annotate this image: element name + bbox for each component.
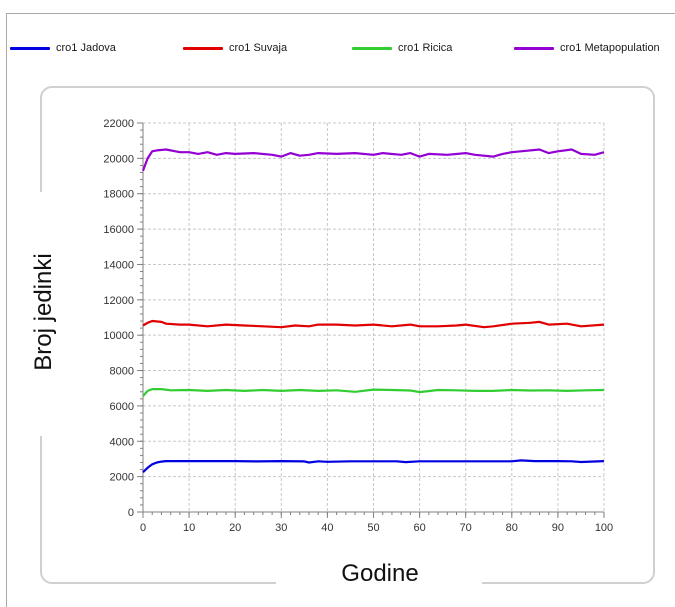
legend-swatch-jadova xyxy=(10,46,50,50)
y-tick-label: 16000 xyxy=(103,224,134,236)
x-tick-label: 80 xyxy=(506,522,518,534)
panel-left-border xyxy=(6,13,7,607)
chart-border-gap-left xyxy=(36,192,46,436)
legend-item-suvaja: cro1 Suvaja xyxy=(183,40,287,56)
x-tick-label: 70 xyxy=(460,522,472,534)
y-tick-label: 6000 xyxy=(110,401,134,413)
legend-item-metapopulation: cro1 Metapopulation xyxy=(514,40,660,56)
chart-legend: cro1 Jadova cro1 Suvaja cro1 Ricica cro1… xyxy=(0,40,675,60)
y-axis-title-text: Broj jedinki xyxy=(30,253,57,371)
y-tick-label: 2000 xyxy=(110,472,134,484)
y-tick-label: 14000 xyxy=(103,259,134,271)
y-tick-label: 22000 xyxy=(103,118,134,130)
y-tick-label: 18000 xyxy=(103,189,134,201)
x-tick-label: 90 xyxy=(552,522,564,534)
chart-border-gap-bottom xyxy=(276,578,482,588)
x-tick-label: 20 xyxy=(229,522,241,534)
x-axis-title: Godine xyxy=(341,560,419,587)
y-tick-label: 12000 xyxy=(103,295,134,307)
y-tick-label: 8000 xyxy=(110,366,134,378)
legend-item-jadova: cro1 Jadova xyxy=(10,40,116,56)
x-tick-label: 60 xyxy=(413,522,425,534)
x-tick-label: 50 xyxy=(367,522,379,534)
x-tick-label: 30 xyxy=(275,522,287,534)
legend-swatch-suvaja xyxy=(183,46,223,50)
x-tick-label: 40 xyxy=(321,522,333,534)
y-tick-label: 10000 xyxy=(103,330,134,342)
series-line-metapopulation xyxy=(141,148,605,172)
legend-label-jadova: cro1 Jadova xyxy=(56,42,116,54)
legend-swatch-metapopulation xyxy=(514,46,554,50)
series-line-jadova xyxy=(142,459,605,473)
legend-label-suvaja: cro1 Suvaja xyxy=(229,42,288,54)
series-line-ricica xyxy=(142,388,605,397)
panel-top-border xyxy=(6,13,675,14)
y-tick-label: 4000 xyxy=(110,436,134,448)
y-tick-label: 0 xyxy=(128,507,134,519)
x-tick-label: 0 xyxy=(140,522,146,534)
legend-swatch-ricica xyxy=(352,46,392,50)
x-tick-label: 100 xyxy=(595,522,613,534)
legend-item-ricica: cro1 Ricica xyxy=(352,40,452,56)
x-tick-label: 10 xyxy=(183,522,195,534)
y-tick-label: 20000 xyxy=(103,153,134,165)
series-line-suvaja xyxy=(142,319,605,329)
legend-label-metapopulation: cro1 Metapopulation xyxy=(560,42,660,54)
legend-label-ricica: cro1 Ricica xyxy=(398,42,453,54)
